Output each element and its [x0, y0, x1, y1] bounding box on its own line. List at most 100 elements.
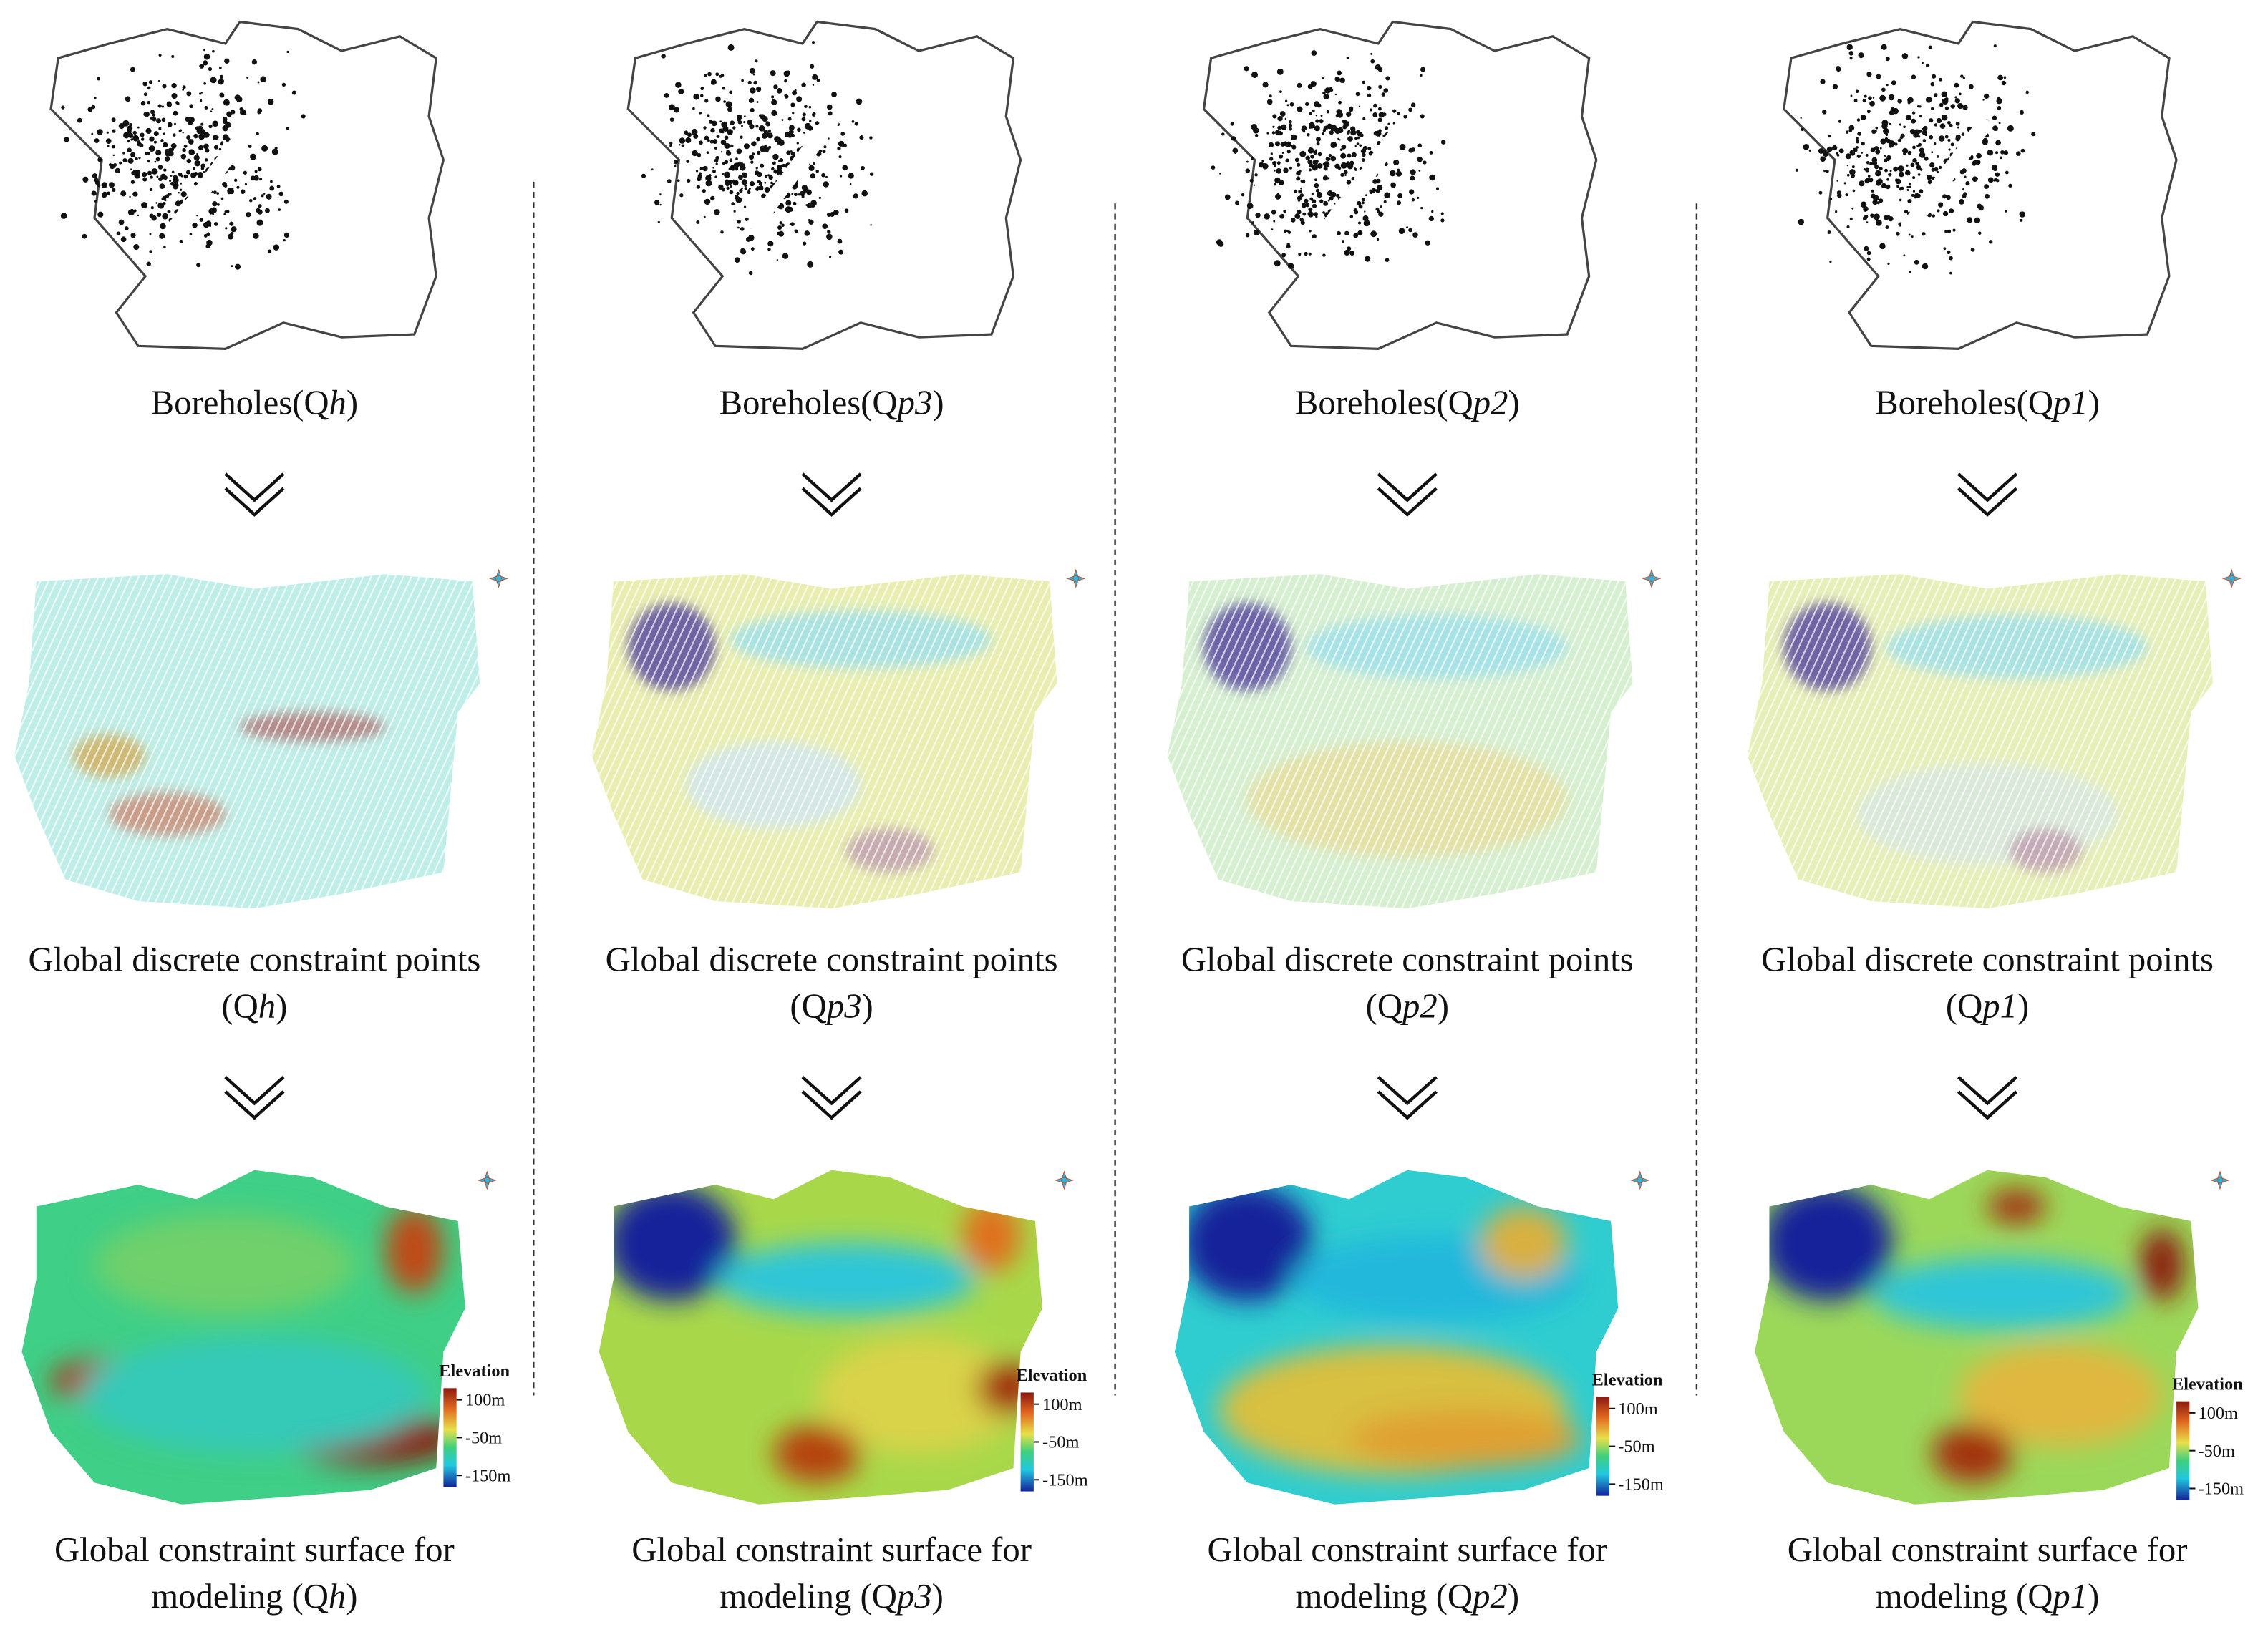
borehole-dot — [147, 160, 150, 163]
borehole-dot — [175, 200, 181, 207]
borehole-dot — [1902, 147, 1909, 154]
borehole-dot — [267, 249, 272, 253]
borehole-dot — [1375, 188, 1380, 193]
borehole-dot — [805, 204, 808, 206]
colorbar-tick-label: -150m — [1042, 1470, 1088, 1490]
borehole-dot — [1885, 57, 1890, 62]
borehole-dot — [1855, 137, 1858, 140]
borehole-dot — [669, 141, 673, 145]
borehole-dot — [291, 90, 296, 95]
borehole-dot — [816, 78, 820, 82]
borehole-dot — [1270, 152, 1273, 155]
borehole-dot — [823, 145, 827, 149]
borehole-dot — [772, 114, 775, 116]
borehole-dot — [1380, 205, 1382, 208]
borehole-dot — [1336, 193, 1339, 198]
borehole-dot — [794, 229, 798, 233]
borehole-dot — [1962, 193, 1967, 198]
borehole-dot — [119, 161, 122, 165]
borehole-dot — [1276, 68, 1284, 75]
borehole-dot — [1385, 258, 1390, 263]
borehole-dot — [212, 201, 218, 207]
borehole-dot — [158, 79, 160, 82]
legend-title: Elevation — [2172, 1374, 2243, 1394]
borehole-dot — [1367, 147, 1372, 150]
borehole-dot — [220, 141, 224, 145]
borehole-dot — [142, 81, 147, 87]
borehole-dot — [712, 169, 716, 173]
borehole-dot — [1276, 161, 1281, 165]
borehole-dot — [773, 84, 778, 89]
points-label-line2: (Qp1) — [1946, 987, 2029, 1026]
borehole-dot — [1870, 213, 1874, 218]
borehole-dot — [127, 140, 130, 143]
borehole-dot — [1327, 123, 1332, 130]
borehole-dot — [756, 86, 762, 92]
borehole-dot — [203, 53, 210, 60]
borehole-dot — [709, 120, 713, 124]
borehole-dot — [751, 142, 755, 146]
borehole-dot — [1393, 159, 1400, 166]
borehole-dot — [1308, 252, 1312, 256]
borehole-dot — [210, 207, 217, 213]
borehole-dot — [1232, 147, 1239, 154]
label-text: Boreholes(Q — [151, 384, 329, 422]
borehole-dot — [97, 77, 101, 81]
borehole-dot — [236, 96, 243, 103]
borehole-dot — [1866, 72, 1872, 77]
borehole-dot — [161, 117, 166, 122]
surface-blob — [1762, 1185, 1894, 1301]
borehole-dot — [781, 223, 785, 227]
borehole-dot — [757, 150, 761, 155]
colorbar — [2176, 1401, 2190, 1500]
borehole-dot — [137, 142, 142, 147]
borehole-dot — [1855, 89, 1859, 93]
borehole-dot — [1888, 173, 1892, 177]
borehole-dot — [1294, 157, 1299, 162]
borehole-dot — [193, 167, 196, 170]
borehole-dot — [1262, 82, 1269, 88]
borehole-dot — [145, 127, 152, 135]
borehole-dot — [679, 144, 681, 146]
borehole-dot — [189, 104, 194, 109]
borehole-dot — [700, 87, 704, 91]
borehole-dot — [1831, 145, 1838, 151]
borehole-dot — [1304, 251, 1308, 256]
borehole-dot — [1843, 182, 1846, 185]
borehole-dot — [1362, 80, 1366, 84]
borehole-dot — [137, 214, 140, 217]
surface-label-line2: modeling (Qp1) — [1876, 1577, 2100, 1616]
borehole-dot — [91, 190, 97, 196]
borehole-dot — [699, 140, 703, 145]
label-text: ) — [1508, 1577, 1519, 1616]
borehole-dot — [224, 210, 228, 213]
borehole-dot — [173, 110, 178, 116]
borehole-dot — [165, 194, 170, 198]
borehole-dot — [1798, 218, 1804, 225]
borehole-dot — [712, 139, 718, 145]
borehole-dot — [1871, 160, 1878, 166]
borehole-dot — [1978, 231, 1982, 235]
borehole-dot — [1869, 178, 1874, 183]
borehole-dot — [1879, 243, 1886, 250]
borehole-dot — [1364, 210, 1366, 213]
borehole-dot — [1352, 152, 1357, 157]
borehole-dot — [2016, 151, 2021, 156]
borehole-dot — [1896, 185, 1899, 188]
label-text: ) — [2088, 1577, 2099, 1616]
borehole-dot — [180, 188, 183, 191]
borehole-dot — [677, 179, 680, 183]
label-italic: h — [329, 1577, 346, 1616]
borehole-dot — [190, 172, 197, 178]
borehole-dot — [1219, 173, 1221, 175]
borehole-dot — [217, 203, 220, 206]
borehole-dot — [229, 221, 234, 226]
borehole-dot — [122, 157, 127, 163]
borehole-dot — [692, 107, 695, 110]
colorbar-tick-label: 100m — [465, 1391, 505, 1410]
borehole-dot — [1311, 193, 1314, 195]
borehole-dot — [1315, 119, 1319, 123]
borehole-dot — [149, 136, 155, 142]
borehole-dot — [793, 201, 797, 206]
borehole-dot — [811, 166, 814, 169]
